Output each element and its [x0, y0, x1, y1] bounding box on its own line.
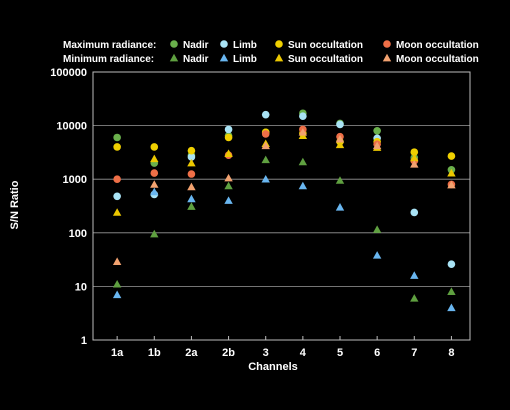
data-point-min — [224, 173, 233, 182]
data-point-min — [298, 157, 308, 166]
x-tick-label: 6 — [374, 347, 380, 359]
data-point-max — [113, 133, 121, 142]
data-point-min — [447, 180, 456, 189]
legend-row-label: Maximum radiance: — [63, 40, 156, 51]
data-point-max — [299, 112, 307, 120]
data-point-min — [150, 154, 159, 163]
data-point-min — [447, 303, 456, 312]
data-point-max — [113, 143, 121, 151]
x-tick-label: 1b — [148, 347, 161, 359]
x-tick-label: 2b — [222, 347, 235, 359]
data-point-min — [150, 187, 159, 196]
legend-marker — [382, 53, 392, 62]
data-point-max — [447, 260, 456, 268]
legend-marker — [383, 40, 391, 48]
legend-marker — [169, 53, 179, 62]
legend-entry: Sun occultation — [288, 54, 363, 65]
data-point-max — [187, 153, 196, 161]
y-tick-label: 100 — [69, 228, 87, 240]
y-tick-label: 10 — [75, 281, 87, 293]
data-point-min — [335, 140, 345, 149]
legend-entry: Limb — [233, 40, 257, 51]
data-point-min — [112, 208, 122, 216]
x-tick-label: 2a — [185, 347, 198, 359]
data-point-min — [261, 175, 270, 183]
data-point-min — [298, 128, 308, 136]
y-axis-label: S/N Ratio — [9, 180, 21, 229]
data-point-max — [447, 152, 456, 160]
data-point-min — [224, 181, 233, 190]
legend-entry: Moon occultation — [396, 40, 479, 51]
legend-row-label: Minimum radiance: — [63, 54, 154, 65]
data-point-min — [261, 141, 270, 150]
data-point-max — [410, 148, 419, 156]
data-point-max — [187, 146, 196, 155]
data-marks — [112, 109, 456, 312]
data-point-max — [224, 125, 233, 134]
data-point-max — [113, 175, 121, 183]
legend-entry: Nadir — [183, 54, 209, 65]
data-point-min — [187, 182, 196, 191]
y-tick-label: 10000 — [56, 121, 87, 133]
data-point-min — [187, 202, 196, 210]
data-point-min — [224, 196, 233, 204]
data-point-min — [447, 287, 456, 295]
data-point-min — [410, 160, 419, 168]
plot-frame — [92, 71, 471, 341]
x-axis-label: Channels — [248, 361, 298, 373]
x-tick-label: 1a — [111, 347, 124, 359]
y-tick-label: 1 — [81, 335, 87, 347]
legend-entry: Limb — [233, 54, 257, 65]
data-point-max — [261, 110, 270, 119]
x-tick-label: 5 — [337, 347, 343, 359]
data-point-max — [410, 208, 419, 217]
data-point-min — [335, 134, 345, 143]
data-point-max — [150, 143, 159, 151]
data-point-min — [410, 271, 419, 279]
data-point-max — [261, 130, 270, 138]
data-point-min — [447, 168, 456, 177]
data-point-min — [187, 158, 196, 167]
axis-ticks: 1 10 100 1000 10000 100000 1a 1b 2a 2b 3 4 5 6 7 8 — [50, 67, 454, 359]
legend-marker — [170, 40, 178, 48]
data-point-max — [373, 126, 381, 135]
legend-marker — [220, 40, 228, 48]
legend-marker — [219, 53, 229, 62]
x-tick-label: 8 — [448, 347, 454, 359]
data-point-min — [187, 194, 196, 203]
data-point-min — [335, 203, 345, 211]
y-tick-label: 100000 — [50, 67, 87, 79]
data-point-min — [112, 290, 122, 299]
data-point-min — [410, 153, 419, 162]
legend-entry: Nadir — [183, 40, 209, 51]
legend-entry: Sun occultation — [288, 40, 363, 51]
data-point-min — [112, 279, 122, 288]
data-point-max — [150, 169, 159, 177]
legend-entry: Moon occultation — [396, 54, 479, 65]
data-point-min — [224, 149, 233, 157]
legend: Maximum radiance: Minimum radiance: Nadir L… — [63, 40, 479, 65]
data-point-min — [335, 176, 345, 184]
data-point-min — [261, 155, 270, 164]
data-point-max — [113, 192, 121, 201]
data-point-max — [187, 170, 196, 178]
data-point-min — [372, 225, 382, 233]
data-point-min — [372, 251, 382, 259]
data-point-min — [150, 229, 159, 238]
y-tick-label: 1000 — [63, 174, 87, 186]
data-point-max — [336, 120, 344, 129]
x-tick-label: 4 — [300, 347, 307, 359]
data-point-min — [298, 181, 308, 190]
data-point-min — [112, 257, 122, 265]
data-point-min — [410, 294, 419, 302]
data-point-min — [150, 180, 159, 188]
x-tick-label: 3 — [263, 347, 269, 359]
x-tick-label: 7 — [411, 347, 417, 359]
legend-marker — [275, 40, 283, 48]
legend-marker — [274, 53, 284, 62]
data-point-max — [224, 133, 233, 142]
data-point-min — [372, 141, 382, 150]
